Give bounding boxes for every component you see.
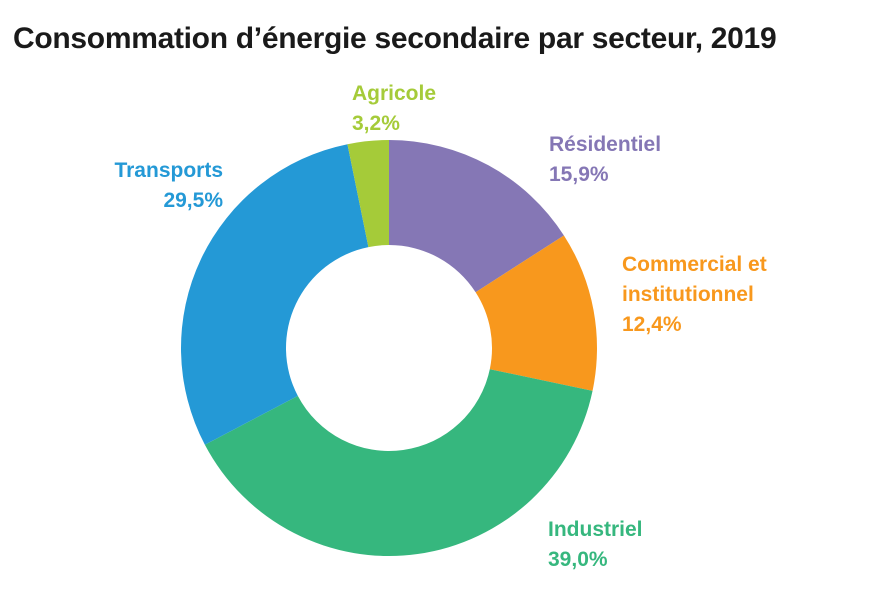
slice-label-agricole: Agricole 3,2% <box>352 79 436 139</box>
slice-label-value: 12,4% <box>622 313 682 336</box>
slice-label-value: 29,5% <box>163 189 223 212</box>
slice-label-name: Résidentiel <box>549 133 662 156</box>
slice-label-transports: Transports 29,5% <box>114 156 223 216</box>
slice-label-industriel: Industriel 39,0% <box>548 515 643 575</box>
pie-slice-industriel <box>204 369 593 556</box>
pie-slice-agricole <box>347 140 389 248</box>
pie-slice-commercial <box>475 235 597 391</box>
slice-label-name: Transports <box>114 159 223 182</box>
slice-label-value: 15,9% <box>549 163 609 186</box>
slice-label-name: Industriel <box>548 518 643 541</box>
slice-label-value: 39,0% <box>548 548 608 571</box>
chart-title: Consommation d’énergie secondaire par se… <box>13 22 777 55</box>
slice-label-residentiel: Résidentiel 15,9% <box>549 130 661 190</box>
slice-label-name: Commercial et institutionnel <box>622 253 767 306</box>
slice-label-value: 3,2% <box>352 112 400 135</box>
slice-label-name: Agricole <box>352 82 437 105</box>
pie-slice-residentiel <box>389 139 564 293</box>
pie-slice-transports <box>180 144 369 445</box>
slice-label-commercial: Commercial et institutionnel 12,4% <box>622 250 802 340</box>
